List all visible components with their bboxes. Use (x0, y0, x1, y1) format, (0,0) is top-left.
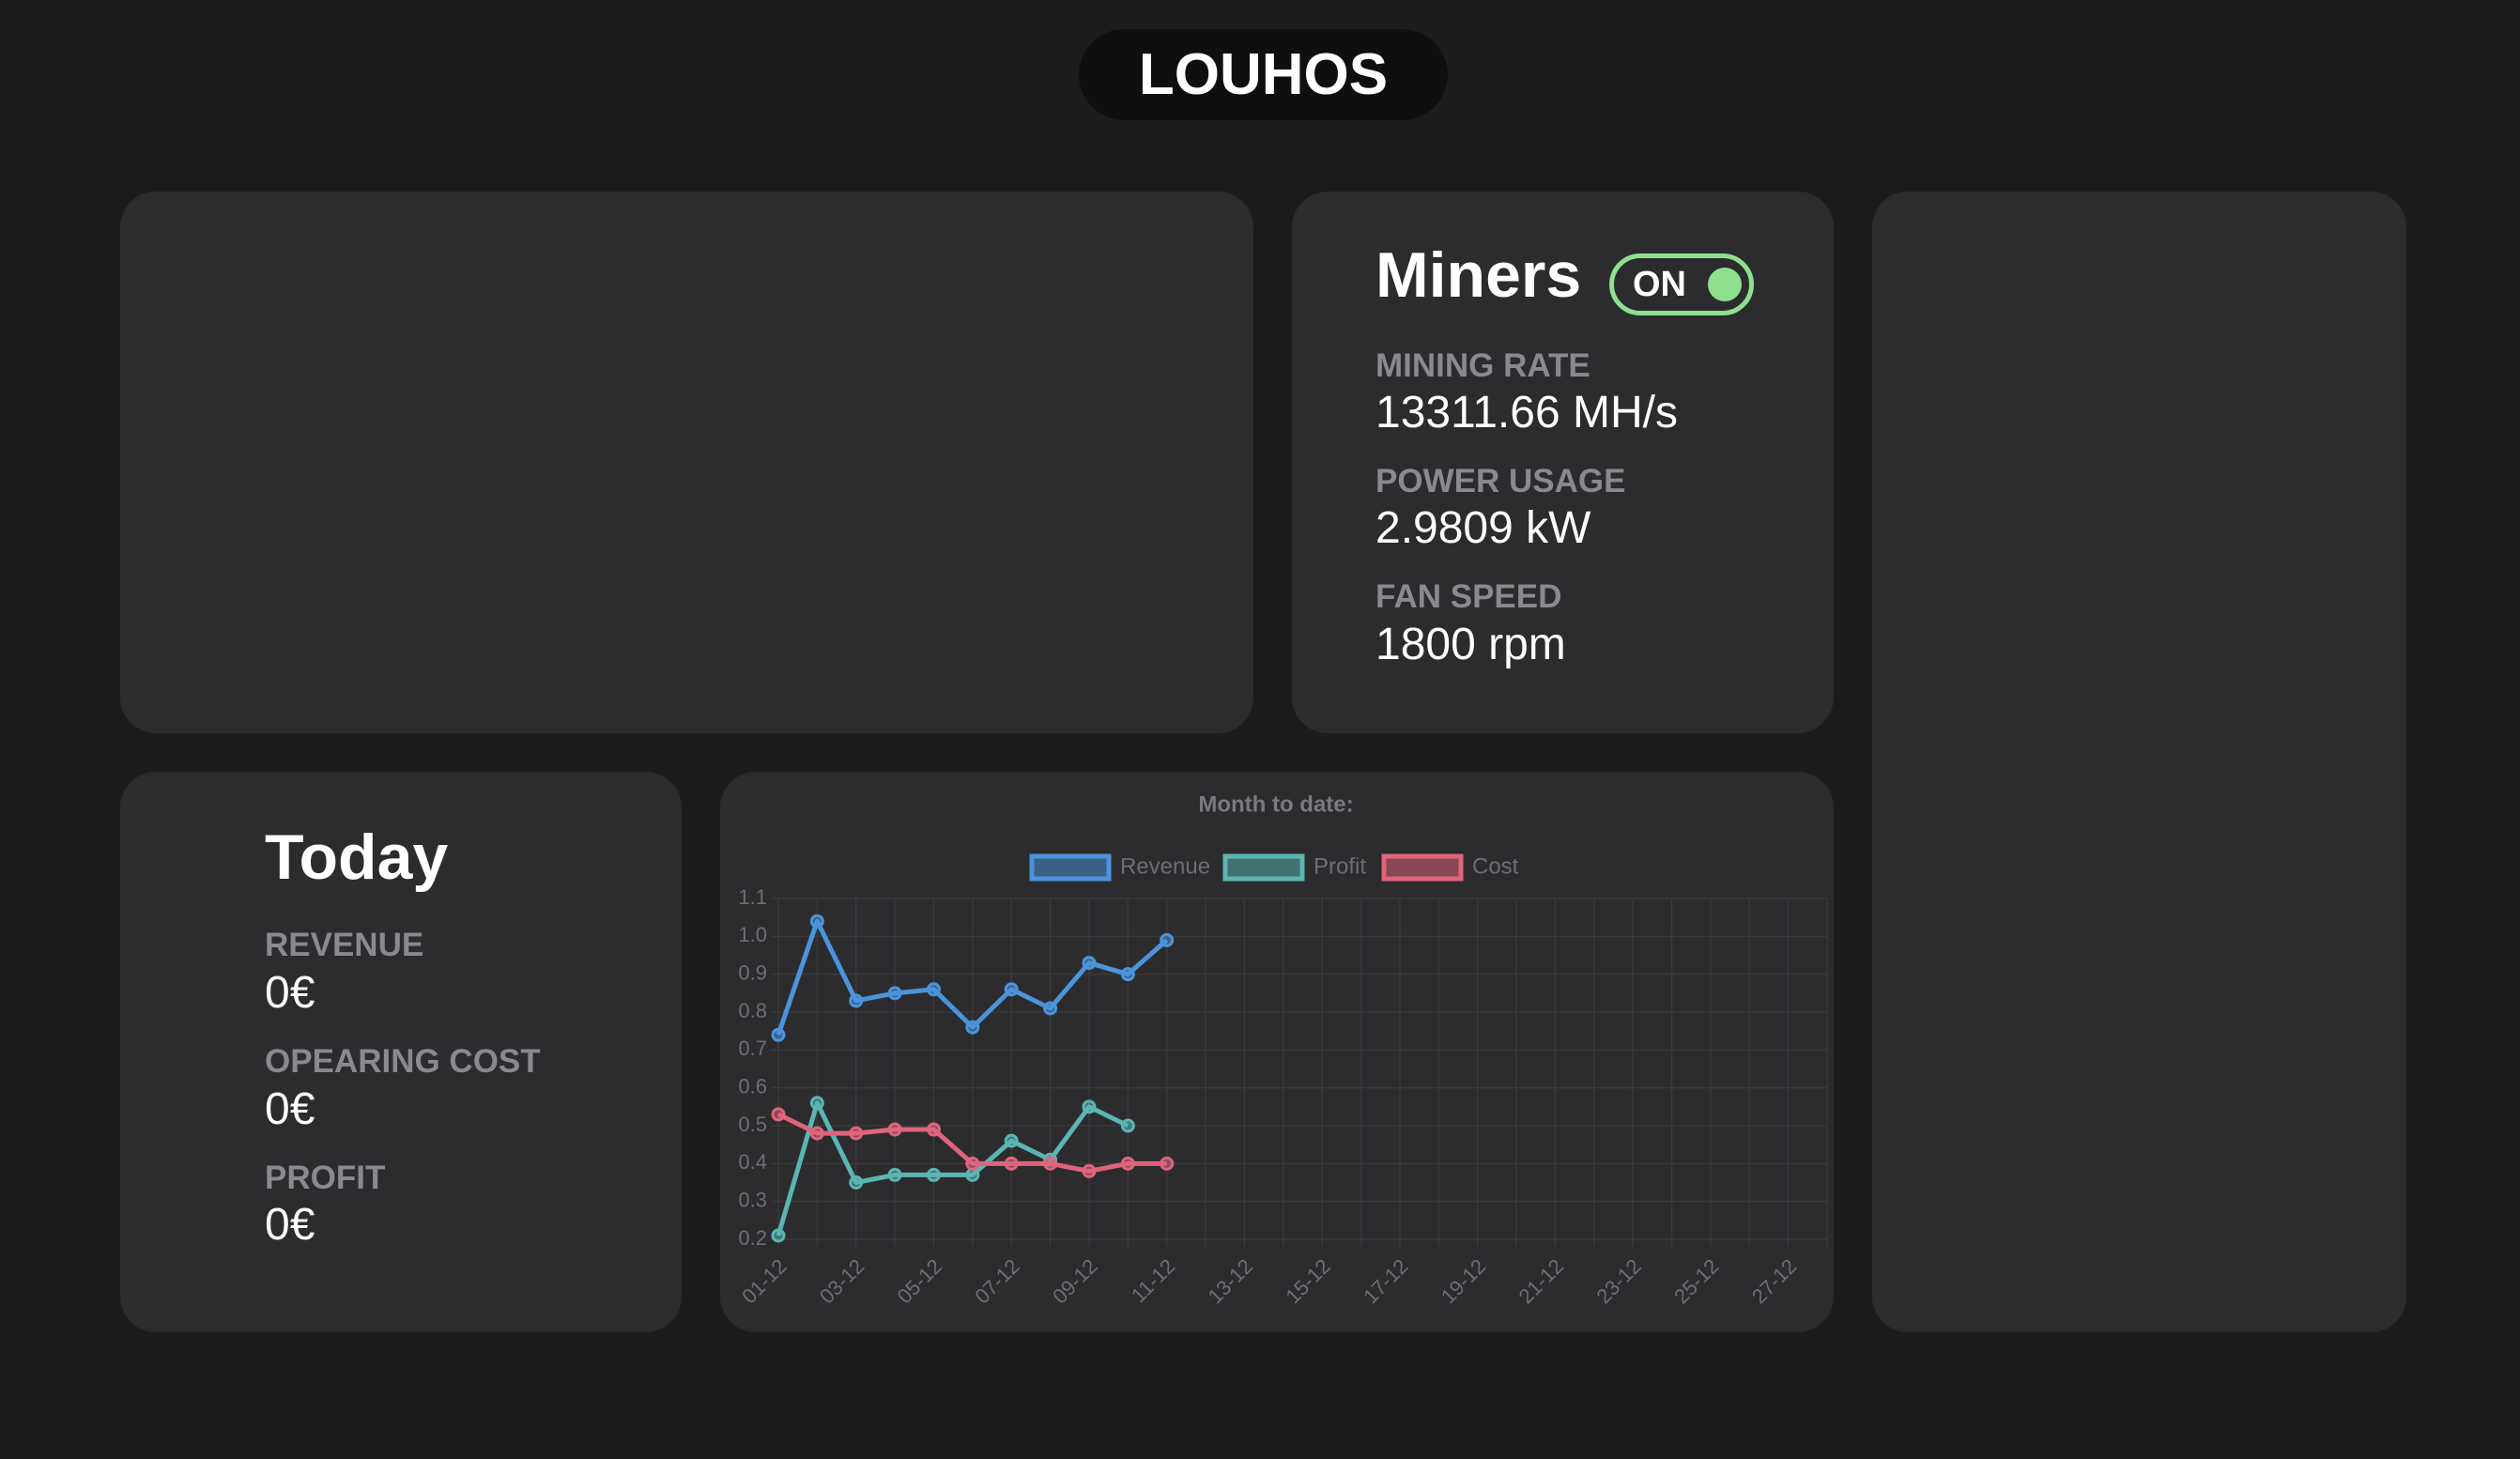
y-tick-label: 1.0 (738, 923, 767, 946)
stat-label: REVENUE (265, 927, 424, 963)
today-title: Today (265, 822, 449, 893)
chart-title: Month to date: (1198, 791, 1353, 817)
x-tick-label: 15-12 (1281, 1254, 1334, 1308)
stat-value: 0€ (265, 1084, 315, 1134)
legend-swatch (1222, 853, 1305, 882)
series-line (776, 1100, 1129, 1236)
data-point (887, 1122, 902, 1137)
x-tick-label: 21-12 (1514, 1254, 1568, 1308)
legend-label: Cost (1472, 853, 1519, 879)
data-point (1160, 932, 1175, 947)
data-point (965, 1167, 980, 1182)
y-tick-label: 0.3 (738, 1188, 767, 1211)
data-point (1120, 1118, 1135, 1133)
data-point (771, 1107, 786, 1122)
x-tick-label: 25-12 (1669, 1254, 1723, 1308)
empty-card (1872, 192, 2406, 1332)
x-tick-label: 09-12 (1048, 1254, 1101, 1308)
y-tick-label: 0.8 (738, 999, 767, 1022)
header-title: LOUHOS (1138, 42, 1389, 107)
x-tick-label: 11-12 (1127, 1254, 1179, 1307)
data-point (926, 982, 941, 997)
legend-label: Revenue (1120, 853, 1210, 879)
x-tick-label: 19-12 (1437, 1254, 1490, 1308)
x-tick-label: 01-12 (737, 1254, 791, 1308)
header-pill (1079, 29, 1448, 120)
data-point (1082, 1163, 1097, 1178)
legend-swatch (1381, 853, 1464, 882)
status-toggle[interactable]: ON (1609, 253, 1754, 315)
y-tick-label: 0.6 (738, 1074, 767, 1098)
data-point (771, 1027, 786, 1042)
y-tick-label: 0.9 (738, 960, 767, 984)
empty-card (120, 192, 1253, 733)
data-point (809, 1096, 824, 1111)
legend-label: Profit (1314, 853, 1366, 879)
y-tick-label: 0.7 (738, 1037, 767, 1060)
data-point (849, 993, 864, 1008)
data-point (887, 1167, 902, 1182)
data-point (1120, 1156, 1135, 1171)
miners-card: Miners ON MINING RATE 13311.66 MH/s POWE… (1292, 192, 1834, 733)
legend-swatch (1029, 853, 1112, 882)
data-point (809, 1126, 824, 1141)
data-point (1120, 967, 1135, 982)
data-point (926, 1122, 941, 1137)
stat-value: 0€ (265, 968, 315, 1018)
x-tick-label: 03-12 (815, 1254, 868, 1308)
chart: Month to date: 0.2 0.3 0.4 0.5 0.6 0.7 0.8 0.9 1… (737, 791, 1828, 1308)
data-point (926, 1167, 941, 1182)
data-point (1082, 956, 1097, 971)
y-tick-label: 0.2 (738, 1226, 767, 1250)
stat-value: 13311.66 MH/s (1375, 388, 1678, 438)
data-point (771, 1228, 786, 1243)
data-point (849, 1126, 864, 1141)
data-point (965, 1156, 980, 1171)
data-point (1004, 1156, 1019, 1171)
status-text: ON (1633, 265, 1686, 304)
stat-value: 2.9809 kW (1375, 503, 1591, 553)
x-tick-label: 05-12 (893, 1254, 946, 1308)
chart-card: Month to date: 0.2 0.3 0.4 0.5 0.6 0.7 0.8 0.9 1… (720, 772, 1834, 1332)
x-tick-label: 27-12 (1747, 1254, 1801, 1308)
x-tick-label: 13-12 (1204, 1254, 1257, 1308)
x-tick-label: 17-12 (1359, 1254, 1412, 1308)
y-tick-label: 0.4 (738, 1150, 767, 1174)
toggle-knob (1708, 268, 1742, 301)
stat-label: FAN SPEED (1375, 578, 1562, 615)
data-point (965, 1020, 980, 1035)
stat-label: PROFIT (265, 1160, 386, 1196)
data-point (1004, 982, 1019, 997)
data-point (1004, 1133, 1019, 1148)
x-tick-label: 07-12 (970, 1254, 1023, 1308)
data-point (1043, 1001, 1058, 1016)
stat-label: POWER USAGE (1375, 463, 1626, 499)
stat-value: 0€ (265, 1200, 315, 1250)
data-point (1043, 1156, 1058, 1171)
x-tick-label: 23-12 (1591, 1254, 1645, 1308)
data-point (849, 1175, 864, 1190)
miners-title: Miners (1375, 239, 1582, 311)
stat-value: 1800 rpm (1375, 620, 1566, 669)
y-tick-label: 1.1 (738, 885, 767, 909)
data-point (887, 986, 902, 1001)
data-point (809, 914, 824, 929)
data-point (1160, 1156, 1175, 1171)
y-tick-label: 0.5 (738, 1113, 767, 1136)
today-card: Today REVENUE 0€ OPEARING COST 0€ PROFIT… (120, 772, 682, 1332)
stat-label: OPEARING COST (265, 1043, 541, 1080)
stat-label: MINING RATE (1375, 347, 1590, 384)
data-point (1082, 1099, 1097, 1114)
